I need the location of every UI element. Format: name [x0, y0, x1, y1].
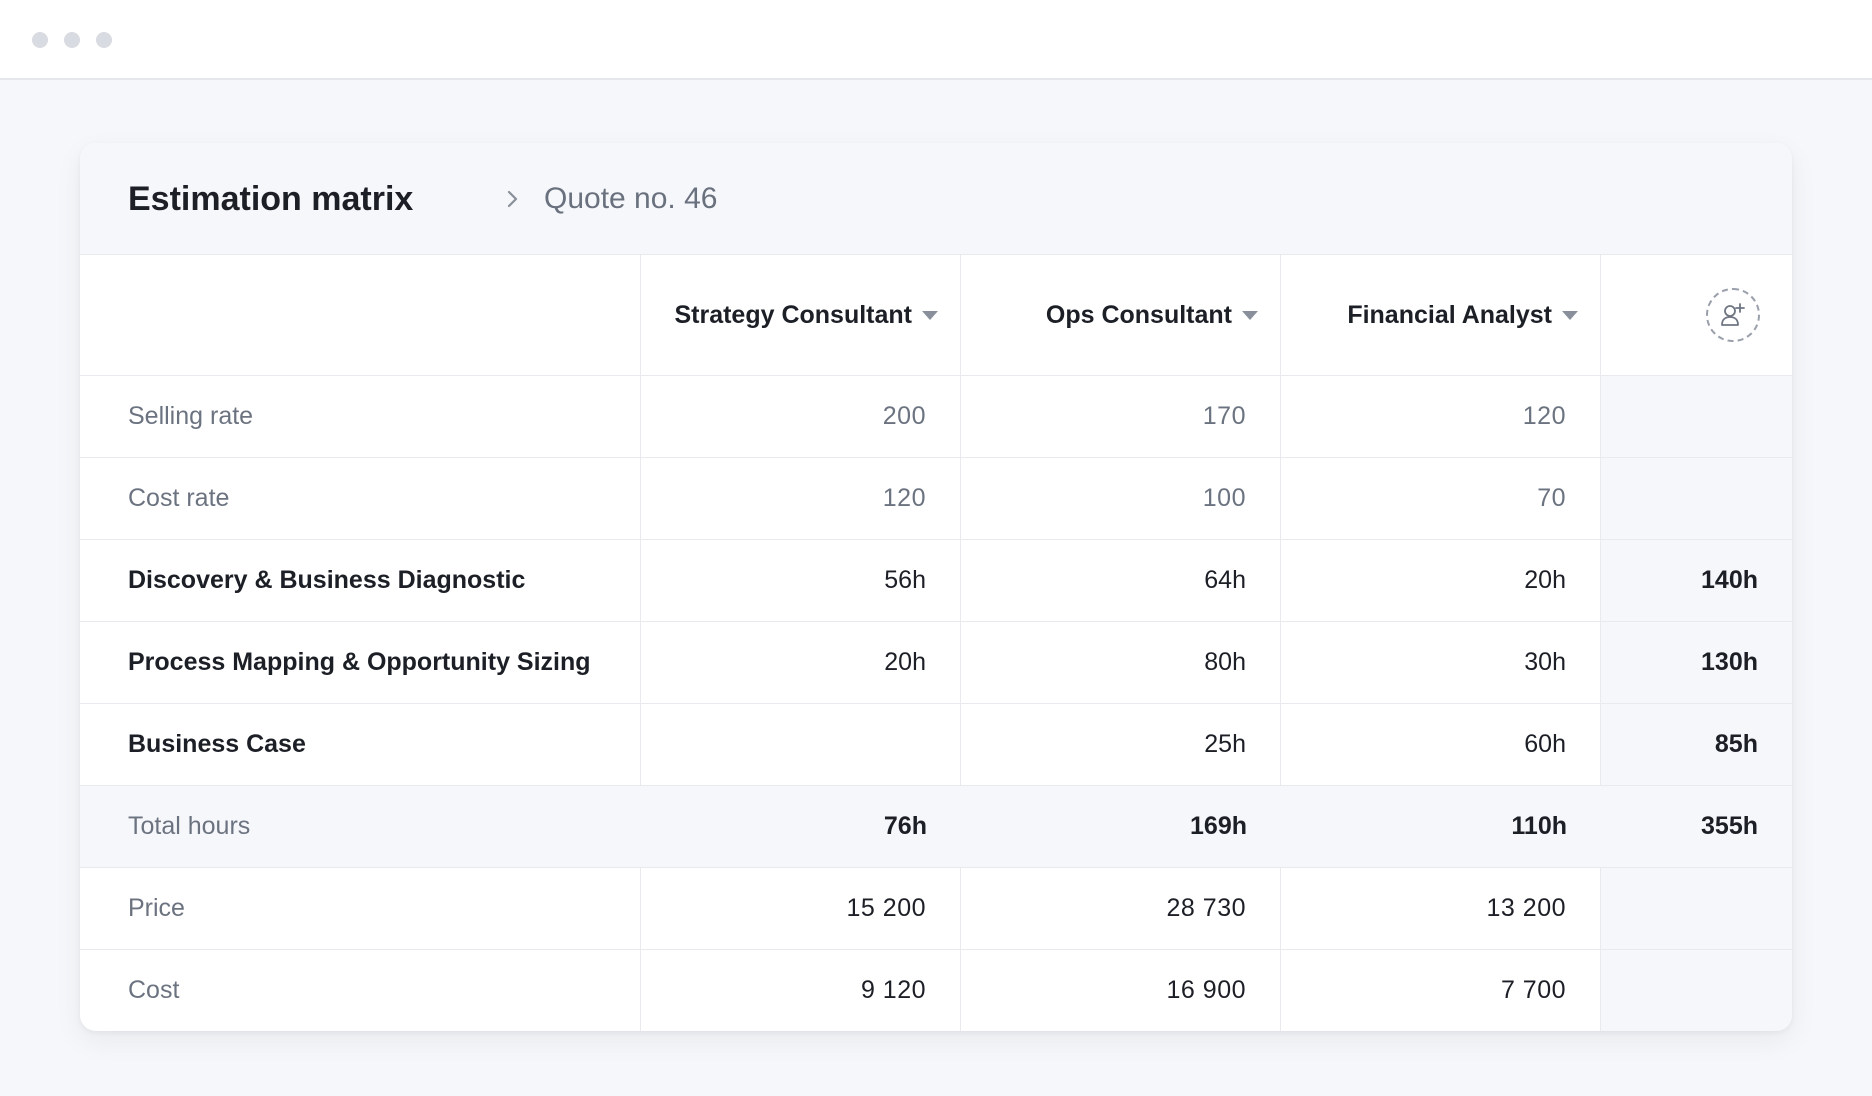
row-label-process-mapping[interactable]: Process Mapping & Opportunity Sizing	[80, 622, 641, 704]
add-person-icon	[1721, 303, 1745, 326]
price-cell: 13 200	[1281, 868, 1601, 950]
page-title: Estimation matrix	[128, 180, 414, 218]
total-hours-cell: 110h	[1281, 786, 1601, 868]
hours-cell[interactable]: 60h	[1281, 704, 1601, 786]
column-header-label: Financial Analyst	[1347, 300, 1552, 329]
hours-cell[interactable]: 25h	[961, 704, 1281, 786]
cost-rate-total-cell	[1601, 458, 1792, 540]
cost-rate-cell[interactable]: 120	[641, 458, 961, 540]
row-total-cell: 130h	[1601, 622, 1792, 704]
cost-cell: 9 120	[641, 950, 961, 1031]
price-cell: 28 730	[961, 868, 1281, 950]
caret-down-icon[interactable]	[1242, 310, 1258, 320]
hours-cell[interactable]: 56h	[641, 540, 961, 622]
column-header-label: Strategy Consultant	[674, 300, 912, 329]
window-minimize-dot[interactable]	[64, 32, 80, 48]
table-header-corner	[80, 255, 641, 376]
add-column-cell	[1601, 255, 1792, 376]
cost-cell: 16 900	[961, 950, 1281, 1031]
cost-total-cell	[1601, 950, 1792, 1031]
selling-rate-cell[interactable]: 200	[641, 376, 961, 458]
selling-rate-total-cell	[1601, 376, 1792, 458]
selling-rate-cell[interactable]: 120	[1281, 376, 1601, 458]
window-titlebar	[0, 0, 1872, 80]
window-close-dot[interactable]	[32, 32, 48, 48]
column-header-strategy-consultant[interactable]: Strategy Consultant	[641, 255, 961, 376]
hours-cell[interactable]: 20h	[1281, 540, 1601, 622]
price-cell: 15 200	[641, 868, 961, 950]
cost-cell: 7 700	[1281, 950, 1601, 1031]
caret-down-icon[interactable]	[922, 310, 938, 320]
row-label-discovery[interactable]: Discovery & Business Diagnostic	[80, 540, 641, 622]
price-total-cell	[1601, 868, 1792, 950]
row-label-cost: Cost	[80, 950, 641, 1031]
column-header-label: Ops Consultant	[1045, 300, 1232, 329]
estimation-matrix-card: Estimation matrix Quote no. 46 Strategy …	[80, 143, 1792, 1031]
row-label-total-hours: Total hours	[80, 786, 641, 868]
row-label-business-case[interactable]: Business Case	[80, 704, 641, 786]
row-total-cell: 85h	[1601, 704, 1792, 786]
column-header-financial-analyst[interactable]: Financial Analyst	[1281, 255, 1601, 376]
cost-rate-cell[interactable]: 70	[1281, 458, 1601, 540]
total-hours-cell: 169h	[961, 786, 1281, 868]
row-total-cell: 140h	[1601, 540, 1792, 622]
hours-cell[interactable]: 80h	[961, 622, 1281, 704]
breadcrumb-quote[interactable]: Quote no. 46	[544, 182, 718, 215]
hours-cell[interactable]: 64h	[961, 540, 1281, 622]
cost-rate-cell[interactable]: 100	[961, 458, 1281, 540]
grand-total-hours-cell: 355h	[1601, 786, 1792, 868]
add-person-button[interactable]	[1706, 288, 1760, 342]
window-maximize-dot[interactable]	[96, 32, 112, 48]
hours-cell[interactable]	[641, 704, 961, 786]
total-hours-cell: 76h	[641, 786, 961, 868]
selling-rate-cell[interactable]: 170	[961, 376, 1281, 458]
card-header: Estimation matrix Quote no. 46	[80, 143, 1792, 255]
chevron-right-icon	[507, 190, 518, 208]
estimation-table: Strategy Consultant Ops Consultant Finan…	[80, 255, 1792, 1031]
hours-cell[interactable]: 20h	[641, 622, 961, 704]
column-header-ops-consultant[interactable]: Ops Consultant	[961, 255, 1281, 376]
caret-down-icon[interactable]	[1562, 310, 1578, 320]
hours-cell[interactable]: 30h	[1281, 622, 1601, 704]
row-label-selling-rate: Selling rate	[80, 376, 641, 458]
row-label-price: Price	[80, 868, 641, 950]
row-label-cost-rate: Cost rate	[80, 458, 641, 540]
